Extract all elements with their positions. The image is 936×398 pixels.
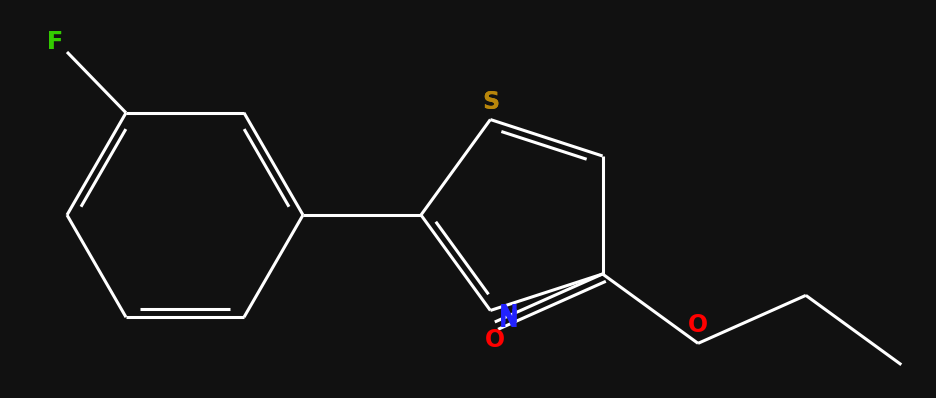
Text: F: F <box>47 30 63 54</box>
Text: F: F <box>47 30 63 54</box>
Text: O: O <box>485 328 505 352</box>
Text: N: N <box>499 303 519 328</box>
Text: S: S <box>482 90 499 113</box>
Text: O: O <box>688 313 709 338</box>
Text: N: N <box>499 308 519 332</box>
Text: S: S <box>482 90 499 113</box>
